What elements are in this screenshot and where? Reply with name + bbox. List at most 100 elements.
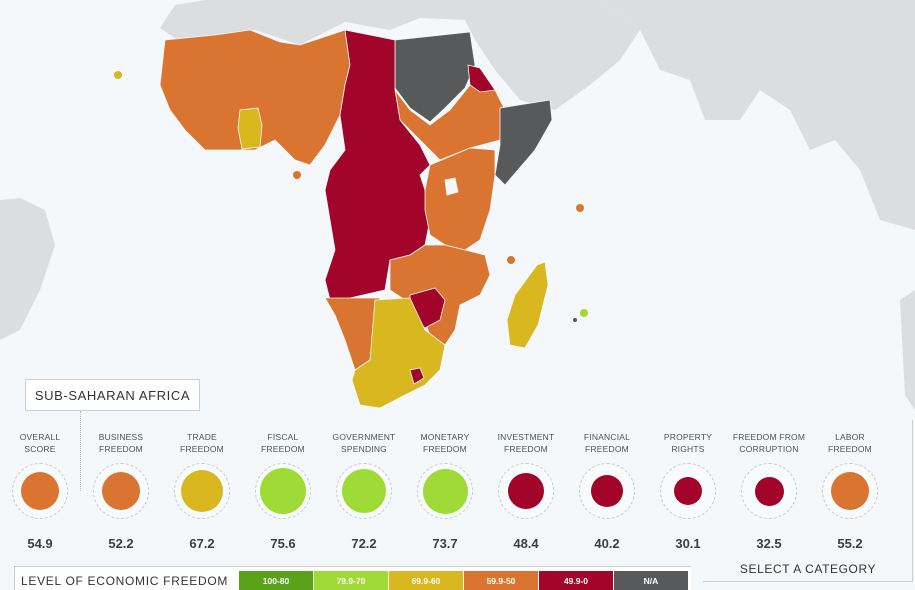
country-somalia [494, 99, 553, 186]
category-title-line2: RIGHTS [671, 444, 705, 454]
category-title-line2: CORRUPTION [739, 444, 799, 454]
country-sudan-region [394, 31, 476, 123]
category-business-freedom[interactable]: BUSINESS FREEDOM 52.2 [81, 431, 161, 551]
country-uganda-lake [444, 177, 459, 196]
category-ring[interactable] [498, 463, 554, 519]
category-title: GOVERNMENT SPENDING [324, 431, 404, 463]
region-west-africa [159, 29, 351, 166]
select-divider [912, 420, 913, 582]
category-ring[interactable] [174, 463, 230, 519]
category-score-circle [342, 469, 386, 513]
region-label[interactable]: SUB-SAHARAN AFRICA [25, 379, 200, 411]
category-fiscal-freedom[interactable]: FISCAL FREEDOM 75.6 [243, 431, 323, 551]
category-title-line1: FREEDOM FROM [732, 432, 806, 442]
category-title-line1: MONETARY [420, 432, 470, 442]
category-score-circle [260, 468, 306, 514]
arabian-peninsula [455, 0, 640, 110]
category-score: 67.2 [189, 536, 215, 551]
category-title: MONETARY FREEDOM [405, 431, 485, 463]
island-reunion [573, 318, 577, 322]
asia-land [560, 0, 915, 230]
category-title: FISCAL FREEDOM [243, 431, 323, 463]
category-ring[interactable] [255, 463, 311, 519]
island-comoros [507, 256, 515, 264]
region-connector [80, 411, 81, 491]
australia-edge [900, 290, 915, 410]
category-property-rights[interactable]: PROPERTY RIGHTS 30.1 [648, 431, 728, 551]
category-title: LABOR FREEDOM [810, 431, 890, 463]
category-title-line1: OVERALL [19, 432, 61, 442]
legend-item: 69.9-60 [389, 571, 463, 590]
islands[interactable] [114, 71, 588, 322]
category-score-circle [591, 475, 623, 507]
category-title-line2: FREEDOM [261, 444, 305, 454]
category-government-spending[interactable]: GOVERNMENT SPENDING 72.2 [324, 431, 404, 551]
category-score-circle [508, 473, 544, 509]
category-title-line2: SPENDING [341, 444, 387, 454]
category-title: OVERALL SCORE [0, 431, 80, 463]
category-title: FINANCIAL FREEDOM [567, 431, 647, 463]
category-monetary-freedom[interactable]: MONETARY FREEDOM 73.7 [405, 431, 485, 551]
category-score: 30.1 [675, 536, 701, 551]
category-score-circle [674, 477, 702, 505]
category-trade-freedom[interactable]: TRADE FREEDOM 67.2 [162, 431, 242, 551]
island-sao-tome [293, 171, 301, 179]
category-score: 72.2 [351, 536, 377, 551]
island-mauritius [580, 309, 588, 317]
category-ring[interactable] [93, 463, 149, 519]
category-title: PROPERTY RIGHTS [648, 431, 728, 463]
category-title-line2: FREEDOM [423, 444, 467, 454]
category-ring[interactable] [660, 463, 716, 519]
country-madagascar [506, 261, 549, 349]
africa-countries[interactable] [159, 29, 553, 409]
island-cape-verde [114, 71, 122, 79]
country-lesotho [409, 367, 425, 385]
legend-item: N/A [614, 571, 688, 590]
category-title-line1: TRADE [187, 432, 217, 442]
south-america [0, 198, 55, 340]
category-labor-freedom[interactable]: LABOR FREEDOM 55.2 [810, 431, 890, 551]
region-central-repressed [324, 29, 431, 301]
category-score: 32.5 [756, 536, 782, 551]
region-southern-yellow [351, 297, 446, 409]
category-title-line1: GOVERNMENT [332, 432, 396, 442]
legend-title: LEVEL OF ECONOMIC FREEDOM [21, 574, 229, 588]
category-title-line2: FREEDOM [504, 444, 548, 454]
legend-item: 59.9-50 [464, 571, 538, 590]
category-title-line1: LABOR [835, 432, 865, 442]
category-financial-freedom[interactable]: FINANCIAL FREEDOM 40.2 [567, 431, 647, 551]
category-ring[interactable] [336, 463, 392, 519]
category-title-line2: FREEDOM [828, 444, 872, 454]
category-title-line1: FINANCIAL [583, 432, 631, 442]
category-ring[interactable] [417, 463, 473, 519]
category-ring[interactable] [822, 463, 878, 519]
category-ring[interactable] [12, 463, 68, 519]
category-score: 48.4 [513, 536, 539, 551]
category-score: 73.7 [432, 536, 458, 551]
legend-item: 49.9-0 [539, 571, 613, 590]
category-score-circle [754, 476, 784, 506]
category-title-line2: FREEDOM [180, 444, 224, 454]
category-score-circle [422, 468, 468, 514]
category-score: 40.2 [594, 536, 620, 551]
category-title-line2: FREEDOM [99, 444, 143, 454]
legend-bar: LEVEL OF ECONOMIC FREEDOM 100-80 79.9-70 6… [14, 566, 691, 590]
category-title: INVESTMENT FREEDOM [486, 431, 566, 463]
category-title: FREEDOM FROM CORRUPTION [729, 431, 809, 463]
category-score: 55.2 [837, 536, 863, 551]
category-title-line1: BUSINESS [98, 432, 144, 442]
category-ring[interactable] [741, 463, 797, 519]
category-score-circle [21, 472, 59, 510]
category-title-line1: FISCAL [267, 432, 299, 442]
select-category-button[interactable]: SELECT A CATEGORY [703, 562, 913, 582]
category-score: 75.6 [270, 536, 296, 551]
category-title-line2: SCORE [24, 444, 56, 454]
category-score-circle [102, 472, 140, 510]
category-overall-score[interactable]: OVERALL SCORE 54.9 [0, 431, 80, 551]
category-freedom-from-corruption[interactable]: FREEDOM FROM CORRUPTION 32.5 [729, 431, 809, 551]
category-ring[interactable] [579, 463, 635, 519]
legend-item: 79.9-70 [314, 571, 388, 590]
category-score-circle [831, 472, 869, 510]
category-investment-freedom[interactable]: INVESTMENT FREEDOM 48.4 [486, 431, 566, 551]
